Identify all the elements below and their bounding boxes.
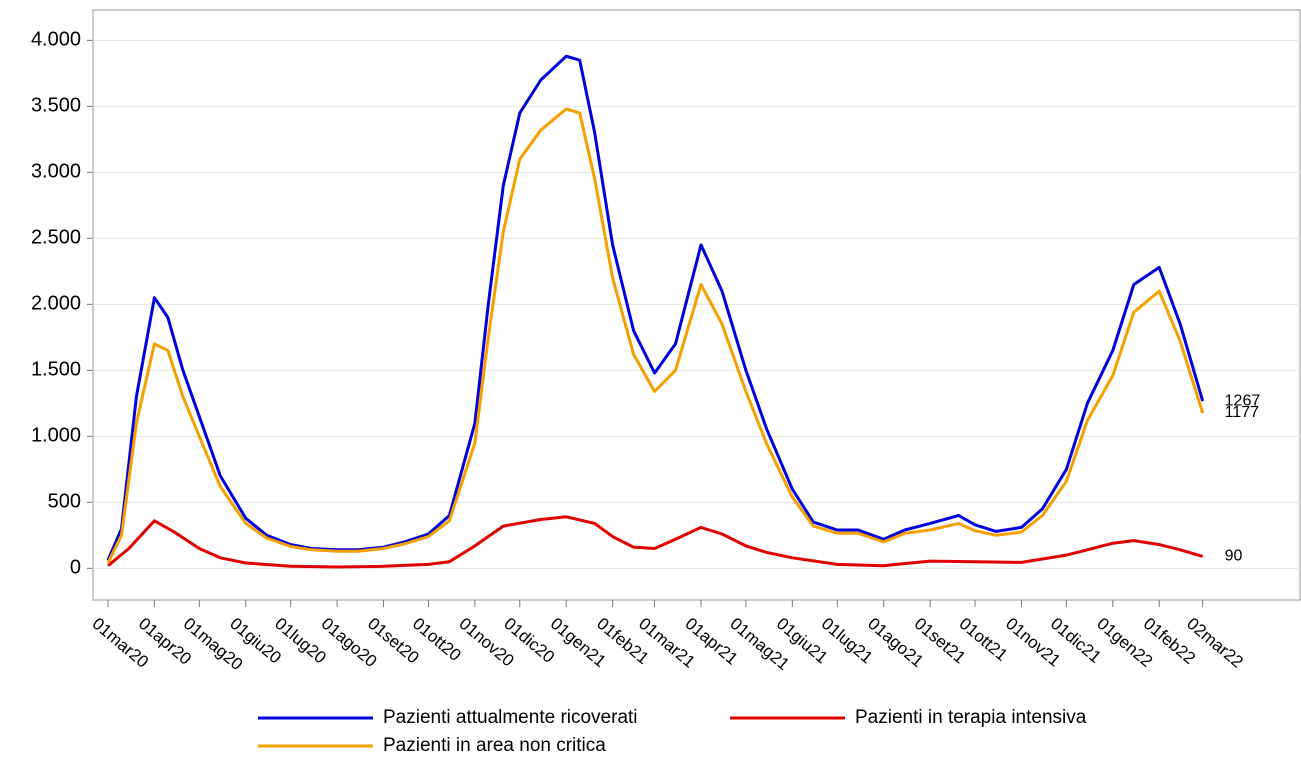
x-tick-label: 01lug21 (818, 614, 877, 667)
series-line (107, 515, 1204, 569)
series-line (106, 54, 1205, 561)
legend-label: Pazienti in terapia intensiva (855, 707, 1087, 728)
series-line (106, 107, 1205, 564)
y-tick-label: 3.000 (31, 161, 81, 183)
y-tick-label: 500 (48, 491, 81, 513)
y-tick-label: 1.000 (31, 425, 81, 447)
x-tick-label: 02mar22 (1183, 614, 1247, 672)
legend-label: Pazienti attualmente ricoverati (383, 707, 638, 728)
y-tick-label: 4.000 (31, 29, 81, 51)
plot-frame (92, 9, 1301, 601)
y-tick-label: 3.500 (31, 95, 81, 117)
y-tick-label: 1.500 (31, 359, 81, 381)
end-label: 1177 (1225, 404, 1260, 421)
x-tick-label: 01lug20 (271, 614, 330, 667)
y-tick-label: 2.000 (31, 293, 81, 315)
end-label: 90 (1225, 548, 1243, 565)
y-tick-label: 0 (70, 557, 81, 579)
end-label: 1267 (1225, 392, 1261, 409)
legend-label: Pazienti in area non critica (383, 735, 606, 756)
y-tick-label: 2.500 (31, 227, 81, 249)
